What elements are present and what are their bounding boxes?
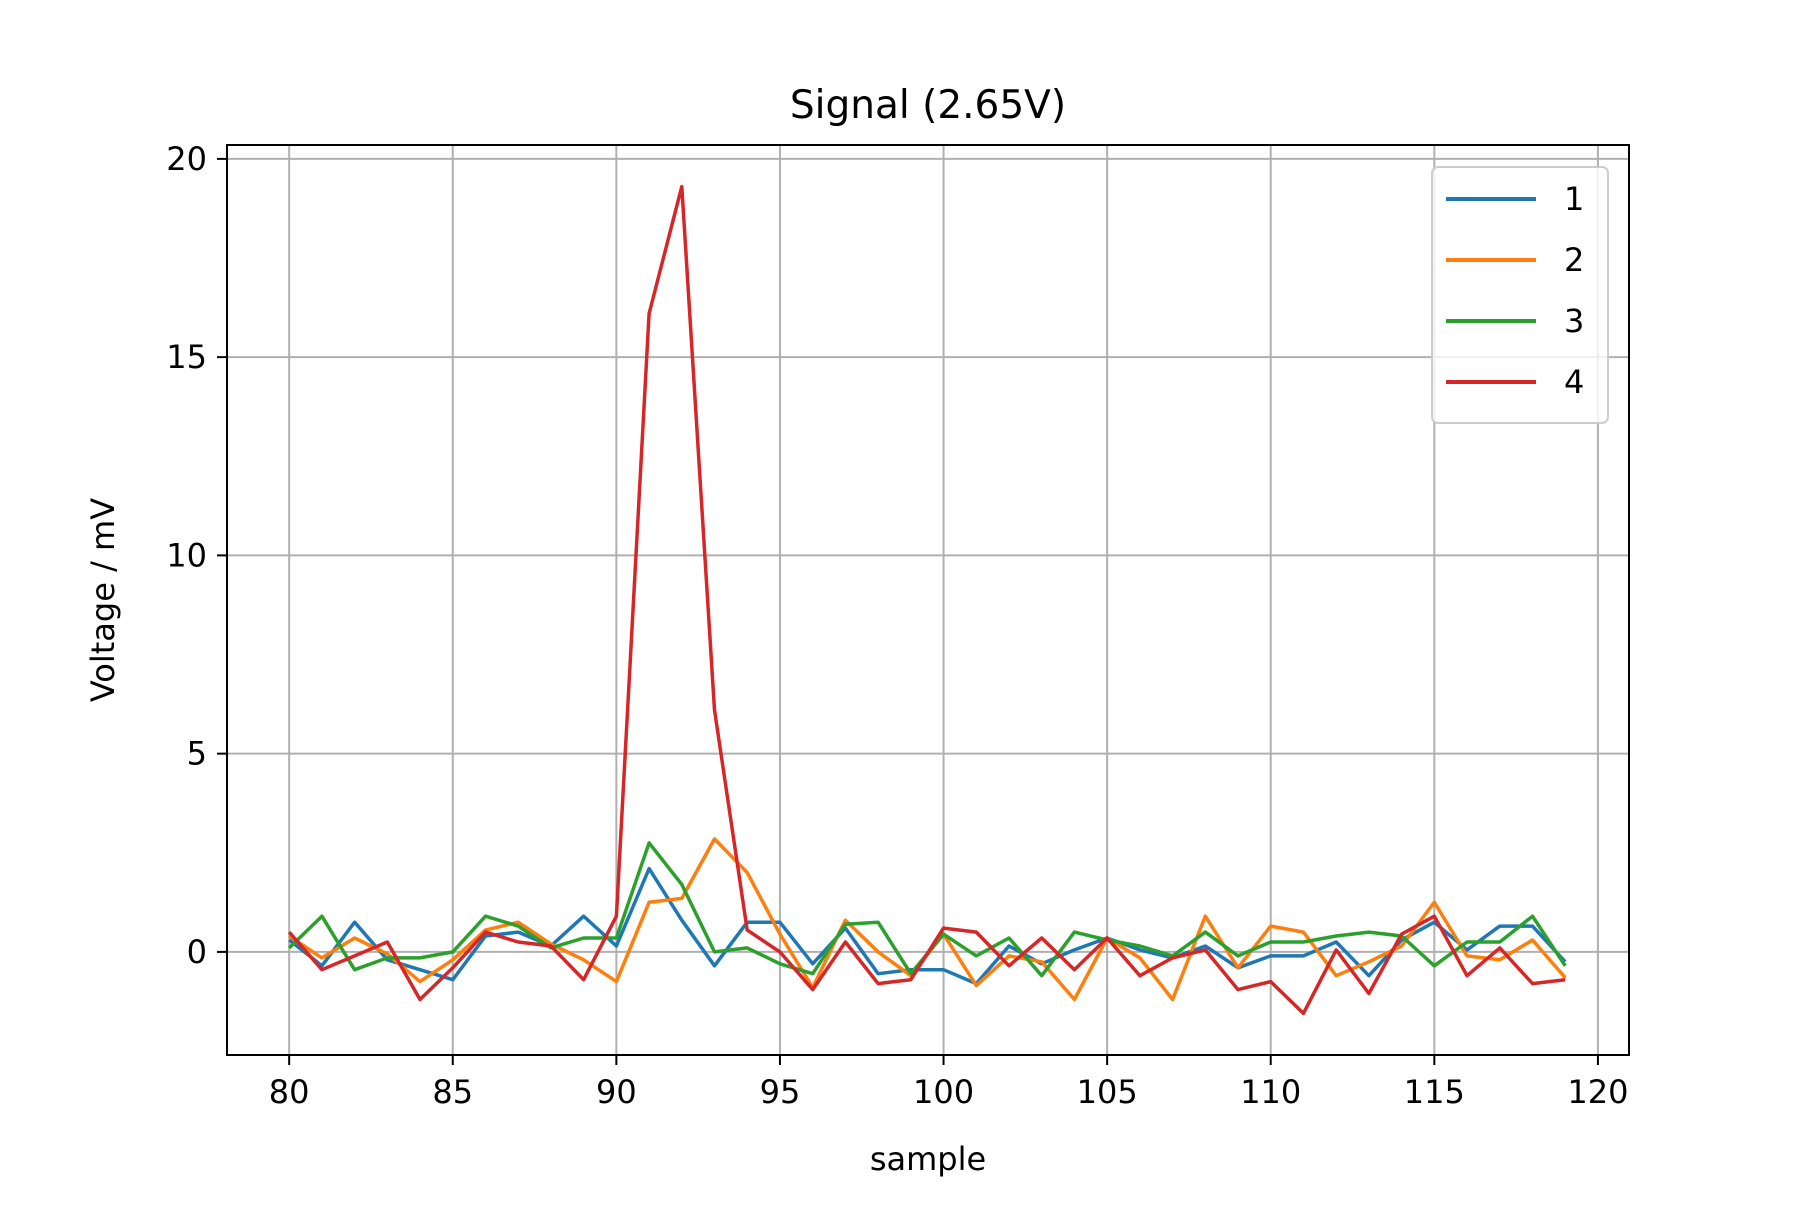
legend-label: 4 (1564, 363, 1584, 401)
x-tick-label: 110 (1240, 1073, 1301, 1111)
axis-ticks: 80 85 90 95 100 105 110 115 120 0 5 10 15 20 (166, 140, 1628, 1111)
x-tick-label: 120 (1567, 1073, 1628, 1111)
series-lines (287, 184, 1567, 1016)
legend-label: 3 (1564, 302, 1584, 340)
legend-box (1431, 166, 1609, 424)
chart-title: Signal (2.65V) (790, 83, 1066, 128)
x-tick-label: 85 (432, 1073, 473, 1111)
x-tick-label: 105 (1077, 1073, 1138, 1111)
y-tick-label: 20 (166, 140, 207, 178)
x-tick-label: 115 (1404, 1073, 1465, 1111)
plot-frame (226, 144, 1630, 1056)
x-tick-label: 90 (596, 1073, 637, 1111)
y-axis-label: Voltage / mV (84, 498, 122, 702)
y-tick-label: 0 (187, 933, 207, 971)
y-tick-label: 15 (166, 338, 207, 376)
x-axis-label: sample (870, 1140, 986, 1178)
x-tick-label: 80 (269, 1073, 310, 1111)
series-line-4 (287, 184, 1566, 1016)
x-tick-label: 95 (760, 1073, 801, 1111)
legend-label: 2 (1564, 241, 1584, 279)
series-line-1 (288, 866, 1567, 986)
legend: 1 2 3 4 (1431, 166, 1609, 424)
y-tick-label: 5 (187, 735, 207, 773)
y-tick-label: 10 (166, 536, 207, 574)
x-tick-label: 100 (913, 1073, 974, 1111)
legend-label: 1 (1564, 180, 1584, 218)
